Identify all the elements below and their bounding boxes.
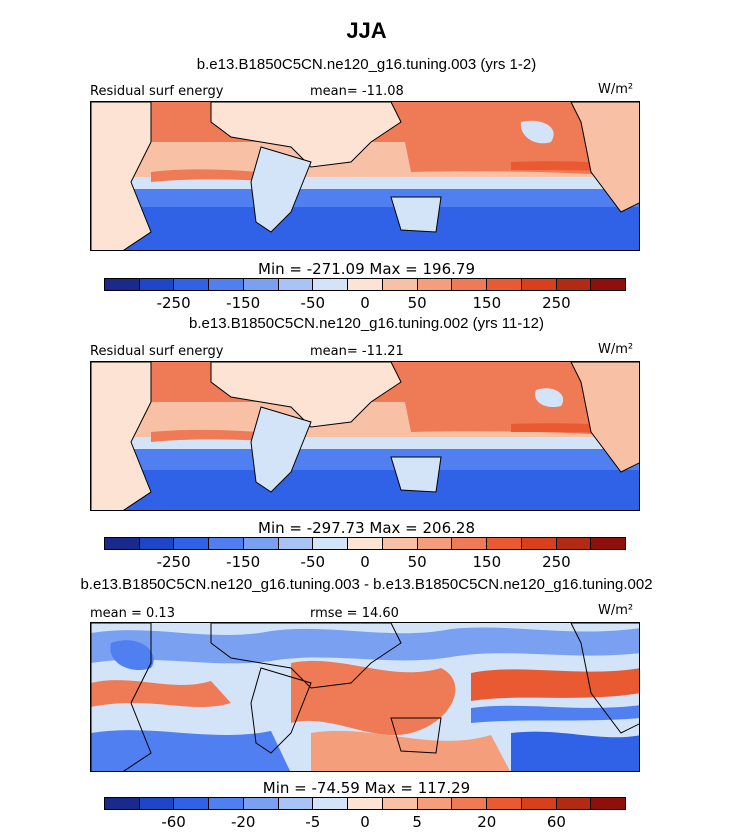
- panel-2-subtitle: b.e13.B1850C5CN.ne120_g16.tuning.002 (yr…: [189, 315, 544, 332]
- colorbar-swatch: [243, 279, 279, 290]
- panel-2-tick: 150: [472, 553, 502, 571]
- panel-2-tick: 250: [542, 553, 571, 571]
- colorbar-swatch: [348, 279, 383, 290]
- panel-1-minmax: Min = -271.09 Max = 196.79: [258, 260, 475, 278]
- panel-1-colorbar-ticks: -250 -150 -50 0 50 150 250: [104, 294, 626, 312]
- panel-3-tick: -20: [230, 813, 256, 831]
- colorbar-swatch: [174, 279, 210, 290]
- panel-1-tick: 0: [360, 294, 370, 312]
- colorbar-swatch: [348, 798, 383, 809]
- panel-3-colorbar: [104, 797, 626, 810]
- panel-2-units: W/m²: [598, 342, 634, 357]
- panel-3-minmax: Min = -74.59 Max = 117.29: [262, 779, 471, 797]
- panel-2-tick: -250: [156, 553, 191, 571]
- colorbar-swatch: [313, 279, 349, 290]
- colorbar-swatch: [521, 538, 557, 549]
- panel-2-tick: -50: [300, 553, 326, 571]
- colorbar-swatch: [139, 279, 175, 290]
- panel-3-tick: -60: [161, 813, 186, 831]
- panel-2-colorbar-ticks: -250 -150 -50 0 50 150 250: [104, 553, 626, 571]
- colorbar-swatch: [105, 538, 140, 549]
- colorbar-swatch: [209, 538, 244, 549]
- panel-3-colorbar-ticks: -60 -20 -5 0 5 20 60: [104, 813, 626, 831]
- colorbar-swatch: [105, 279, 140, 290]
- colorbar-swatch: [556, 538, 592, 549]
- colorbar-swatch: [521, 798, 557, 809]
- panel-1-tick: 250: [542, 294, 571, 312]
- colorbar-swatch: [105, 798, 140, 809]
- panel-3-tick: 0: [360, 813, 370, 831]
- panel-3-center-label: rmse = 14.60: [310, 606, 399, 621]
- colorbar-swatch: [417, 279, 453, 290]
- panel-3-subtitle: b.e13.B1850C5CN.ne120_g16.tuning.003 - b…: [80, 576, 653, 593]
- colorbar-swatch: [313, 538, 349, 549]
- panel-3-tick: 60: [546, 813, 566, 831]
- colorbar-swatch: [417, 538, 453, 549]
- panel-2-minmax: Min = -297.73 Max = 206.28: [258, 519, 475, 537]
- colorbar-swatch: [487, 798, 522, 809]
- panel-2-tick: 50: [407, 553, 427, 571]
- colorbar-swatch: [209, 798, 244, 809]
- colorbar-swatch: [209, 279, 244, 290]
- colorbar-swatch: [591, 798, 626, 809]
- colorbar-swatch: [591, 279, 626, 290]
- panel-1-tick: 150: [472, 294, 502, 312]
- colorbar-swatch: [452, 538, 488, 549]
- colorbar-swatch: [382, 279, 418, 290]
- colorbar-swatch: [487, 538, 522, 549]
- panel-2-tick: 0: [360, 553, 370, 571]
- colorbar-swatch: [591, 538, 626, 549]
- colorbar-swatch: [174, 798, 210, 809]
- panel-1-tick: -150: [226, 294, 261, 312]
- colorbar-swatch: [487, 279, 522, 290]
- panel-1-tick: -50: [300, 294, 326, 312]
- colorbar-swatch: [278, 279, 314, 290]
- panel-1-units: W/m²: [598, 82, 634, 97]
- colorbar-swatch: [382, 798, 418, 809]
- colorbar-swatch: [243, 538, 279, 549]
- colorbar-swatch: [521, 279, 557, 290]
- figure-title: JJA: [346, 18, 387, 43]
- panel-1-left-label: Residual surf energy: [90, 84, 224, 99]
- colorbar-swatch: [556, 798, 592, 809]
- panel-3-tick: 20: [477, 813, 497, 831]
- colorbar-swatch: [452, 798, 488, 809]
- panel-2-tick: -150: [226, 553, 261, 571]
- panel-2-center-label: mean= -11.21: [310, 344, 404, 359]
- panel-1-map: [90, 101, 640, 251]
- panel-3-map: [90, 622, 640, 772]
- colorbar-swatch: [556, 279, 592, 290]
- panel-3-left-label: mean = 0.13: [90, 606, 175, 621]
- panel-1-subtitle: b.e13.B1850C5CN.ne120_g16.tuning.003 (yr…: [196, 56, 537, 73]
- panel-1-tick: -250: [156, 294, 191, 312]
- panel-3-units: W/m²: [598, 603, 634, 618]
- colorbar-swatch: [139, 538, 175, 549]
- panel-2-colorbar: [104, 537, 626, 550]
- colorbar-swatch: [348, 538, 383, 549]
- colorbar-swatch: [174, 538, 210, 549]
- panel-1-tick: 50: [407, 294, 427, 312]
- panel-2-left-label: Residual surf energy: [90, 344, 224, 359]
- panel-3-tick: 5: [412, 813, 422, 831]
- colorbar-swatch: [382, 538, 418, 549]
- colorbar-swatch: [417, 798, 453, 809]
- colorbar-swatch: [139, 798, 175, 809]
- colorbar-swatch: [313, 798, 349, 809]
- panel-2-map: [90, 361, 640, 511]
- colorbar-swatch: [278, 798, 314, 809]
- panel-1-center-label: mean= -11.08: [310, 84, 404, 99]
- colorbar-swatch: [243, 798, 279, 809]
- colorbar-swatch: [278, 538, 314, 549]
- colorbar-swatch: [452, 279, 488, 290]
- panel-1-colorbar: [104, 278, 626, 291]
- panel-3-tick: -5: [305, 813, 321, 831]
